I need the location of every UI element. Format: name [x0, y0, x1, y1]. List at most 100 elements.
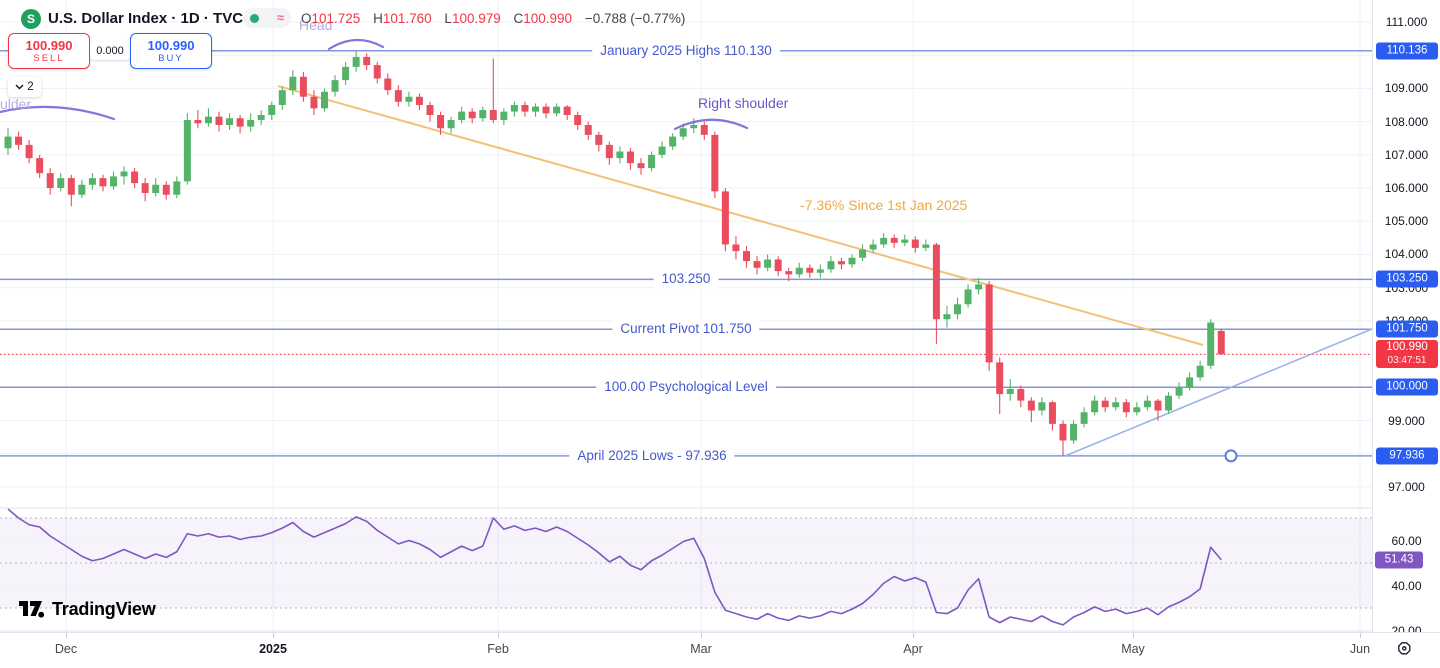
candle-body [110, 176, 117, 187]
sell-button[interactable]: 100.990 SELL [8, 33, 90, 69]
candle-body [278, 90, 286, 106]
head-arc[interactable] [327, 38, 385, 51]
candle-body [1175, 387, 1183, 396]
price-level-badge: 110.136 [1376, 42, 1438, 60]
candle-body [1186, 377, 1194, 388]
candle-body [1165, 395, 1172, 411]
tradingview-logo[interactable]: TradingView [18, 598, 156, 620]
candle-body [732, 244, 740, 252]
candle-body [36, 158, 44, 174]
symbol-title[interactable]: U.S. Dollar Index · 1D · TVC [48, 10, 244, 27]
candles [4, 50, 1225, 456]
level-label-current-pivot[interactable]: Current Pivot 101.750 [612, 320, 760, 339]
rsi-axis-label: 40.00 [1391, 578, 1422, 593]
price-axis[interactable]: 111.000 109.000 108.000 107.000 106.000 105.0… [1372, 0, 1440, 638]
level-label-april-2025-lows[interactable]: April 2025 Lows - 97.936 [569, 446, 735, 465]
candle-body [869, 244, 877, 250]
price-axis-label: 104.000 [1384, 247, 1429, 262]
candle-body [1006, 388, 1014, 394]
right-shoulder-arc[interactable] [673, 118, 749, 131]
last-price-badge: 100.990 03:47:51 [1376, 340, 1438, 369]
left-shoulder-arc[interactable] [0, 105, 116, 121]
approx-icon: ≈ [276, 10, 284, 25]
spread-value: 0.000 [90, 42, 130, 60]
price-axis-label: 109.000 [1384, 81, 1429, 96]
time-tick [1360, 633, 1361, 638]
candle-body [447, 119, 455, 129]
candle-body [700, 124, 708, 135]
time-tick [1133, 633, 1134, 638]
candle-body [764, 259, 772, 268]
candle-body [1017, 388, 1025, 401]
price-axis-label: 111.000 [1385, 15, 1428, 29]
right-shoulder-label[interactable]: Right shoulder [698, 95, 789, 111]
candle-body [648, 154, 656, 169]
candle-body [1112, 402, 1120, 408]
candle-body [426, 105, 434, 115]
candle-body [141, 183, 149, 194]
buy-button[interactable]: 100.990 BUY [130, 33, 212, 69]
candle-body [394, 90, 402, 102]
tradingview-logo-text: TradingView [52, 598, 156, 619]
candle-body [827, 261, 835, 270]
collapse-drawings-button[interactable]: 2 [8, 77, 41, 97]
candle-body [1196, 365, 1204, 378]
candle-body [194, 119, 202, 124]
candle-body [373, 65, 381, 79]
candle-body [711, 134, 719, 192]
candle-body [437, 114, 445, 129]
candle-body [605, 144, 613, 159]
time-axis-label: Jun [1349, 642, 1371, 656]
price-level-badge: 97.936 [1376, 447, 1438, 465]
candle-body [890, 237, 898, 243]
price-axis-label: 106.000 [1384, 181, 1429, 196]
trendline-downtrend-since-jan[interactable] [277, 85, 1204, 346]
pane-settings-gear-icon[interactable] [1394, 639, 1413, 658]
level-label-january-2025-highs[interactable]: January 2025 Highs 110.130 [592, 41, 780, 60]
open-key: O [301, 11, 312, 26]
candle-body [785, 271, 793, 275]
candle-body [120, 171, 128, 177]
trendline-rising-support[interactable] [1064, 328, 1373, 457]
left-shoulder-label[interactable]: ulder [0, 96, 32, 112]
candle-body [331, 80, 339, 92]
candle-body [690, 124, 698, 129]
line-handle-marker[interactable] [1224, 449, 1238, 463]
time-tick [273, 633, 274, 638]
candle-body [289, 76, 297, 91]
price-axis-label: 108.000 [1384, 114, 1429, 129]
time-axis[interactable]: Dec 2025 Feb Mar Apr May Jun [0, 632, 1440, 668]
candle-body [468, 111, 476, 119]
head-label[interactable]: Head [299, 17, 333, 33]
candle-body [859, 249, 867, 258]
trendline-note-label[interactable]: -7.36% Since 1st Jan 2025 [800, 197, 968, 213]
candle-body [247, 119, 255, 127]
candle-body [1038, 402, 1046, 411]
candle-body [753, 261, 761, 268]
time-axis-label: Mar [690, 642, 712, 656]
candle-body [1059, 423, 1067, 441]
candle-body [964, 289, 972, 305]
candle-body [816, 269, 824, 273]
candle-body [215, 116, 223, 125]
candle-body [57, 178, 65, 189]
candle-body [1070, 423, 1078, 441]
candle-body [1217, 330, 1225, 355]
level-label-level-103-250[interactable]: 103.250 [653, 270, 719, 289]
candle-body [1027, 400, 1035, 411]
candle-body [299, 76, 307, 97]
candle-body [131, 171, 139, 184]
candle-body [880, 237, 888, 245]
candle-body [268, 105, 276, 115]
time-tick [701, 633, 702, 638]
level-label-psychological-level[interactable]: 100.00 Psychological Level [596, 378, 776, 397]
candle-body [922, 244, 930, 248]
market-status-pill[interactable]: ≈ [243, 8, 291, 28]
symbol-logo-icon[interactable]: S [21, 9, 41, 29]
candle-body [901, 239, 909, 243]
candle-body [363, 56, 371, 66]
price-axis-label: 99.000 [1388, 413, 1425, 428]
price-axis-label: 105.000 [1384, 214, 1429, 229]
time-axis-label: Apr [903, 642, 923, 656]
